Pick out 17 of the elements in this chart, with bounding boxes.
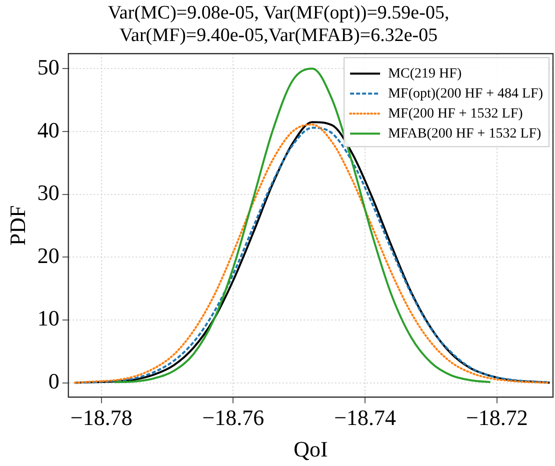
y-tick-label: 20 [37, 242, 60, 268]
y-tick-label: 0 [48, 368, 60, 394]
legend-label: MF(200 HF + 1532 LF) [388, 106, 524, 122]
y-tick-label: 50 [37, 54, 60, 80]
y-axis-title: PDF [4, 205, 30, 246]
chart-title: Var(MC)=9.08e-05, Var(MF(opt))=9.59e-05, Var(MF)=9.40e-05,Var(MFAB)=6.32e-05 [108, 2, 450, 46]
legend-label: MC(219 HF) [388, 66, 462, 82]
y-tick-label: 40 [37, 117, 60, 142]
legend-label: MF(opt)(200 HF + 484 LF) [388, 86, 544, 102]
x-tick-label: −18.72 [466, 405, 528, 430]
x-tick-label: −18.78 [70, 405, 132, 430]
x-axis-title: QoI [294, 436, 328, 462]
y-tick-label: 30 [37, 180, 60, 206]
x-tick-label: −18.76 [202, 405, 264, 430]
y-tick-label: 10 [37, 306, 60, 331]
x-tick-label: −18.74 [334, 405, 396, 430]
legend-label: MFAB(200 HF + 1532 LF) [388, 126, 542, 142]
